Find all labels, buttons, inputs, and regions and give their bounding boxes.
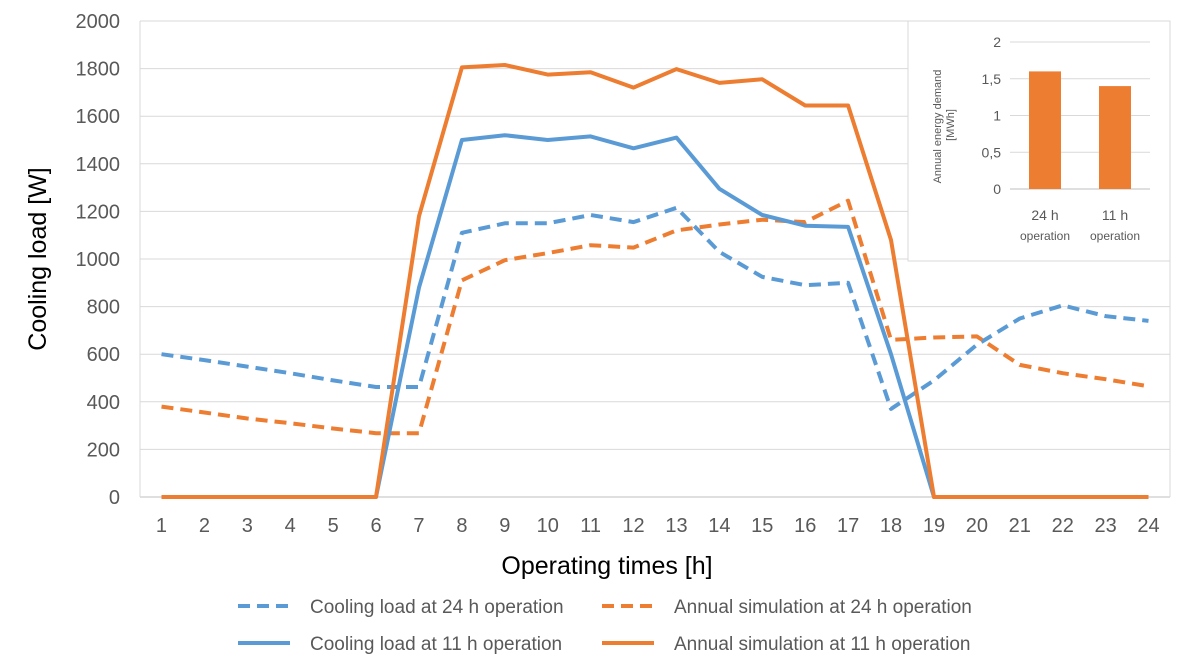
x-tick-label: 5 (328, 515, 339, 537)
y-tick-label: 1400 (76, 154, 121, 176)
y-tick-label: 0 (109, 487, 120, 509)
x-tick-label: 7 (413, 515, 424, 537)
inset-x-tick-label: 24 h (1031, 207, 1058, 223)
x-tick-label: 20 (966, 515, 988, 537)
inset-x-tick-label: 11 h (1102, 207, 1128, 223)
legend-label-1: Cooling load at 24 h operation (310, 597, 564, 618)
x-tick-label: 18 (880, 515, 902, 537)
main-series-lines (161, 63, 1149, 499)
x-tick-label: 14 (708, 515, 730, 537)
y-tick-label: 2000 (76, 11, 121, 33)
legend: Cooling load at 24 h operation Annual sim… (238, 597, 972, 655)
x-tick-label: 8 (456, 515, 467, 537)
y-tick-label: 800 (87, 297, 120, 319)
inset-bar-chart: 0 0,5 1 1,5 2 24 h operation 11 h operation Ann… (907, 20, 1171, 262)
series-line-1 (161, 205, 1149, 411)
inset-y-tick-label: 1 (993, 108, 1001, 124)
x-tick-label: 11 (580, 515, 601, 537)
inset-y-tick-label: 1,5 (982, 71, 1002, 87)
y-tick-label: 1800 (76, 59, 121, 81)
x-tick-label: 21 (1009, 515, 1031, 537)
inset-y-tick-label: 2 (993, 34, 1001, 50)
x-tick-label: 22 (1052, 515, 1074, 537)
x-tick-label: 23 (1095, 515, 1117, 537)
x-tick-label: 17 (837, 515, 859, 537)
y-tick-label: 400 (87, 392, 120, 414)
series-line-4 (161, 63, 1149, 499)
y-tick-label: 1000 (76, 249, 121, 271)
legend-label-4: Annual simulation at 11 h operation (674, 634, 970, 655)
inset-x-tick-label: operation (1090, 229, 1140, 243)
y-tick-label: 1200 (76, 201, 121, 223)
x-tick-label: 16 (794, 515, 816, 537)
x-tick-label: 9 (499, 515, 510, 537)
legend-label-3: Cooling load at 11 h operation (310, 634, 562, 655)
y-tick-label: 600 (87, 344, 120, 366)
inset-bar-1 (1029, 71, 1061, 189)
x-tick-label: 19 (923, 515, 945, 537)
inset-x-tick-labels: 24 h operation 11 h operation (1020, 207, 1140, 243)
inset-bars (1029, 71, 1131, 189)
inset-y-tick-label: 0,5 (982, 144, 1002, 160)
inset-y-tick-labels: 0 0,5 1 1,5 2 (982, 34, 1002, 197)
inset-y-tick-label: 0 (993, 181, 1001, 197)
x-tick-label: 4 (285, 515, 296, 537)
main-x-tick-labels: 1 2 3 4 5 6 7 8 9 10 11 12 13 14 15 16 17 18 19 20 21 22 23 24 (156, 515, 1160, 537)
y-axis-title: Cooling load [W] (24, 167, 52, 350)
y-tick-label: 1600 (76, 106, 121, 128)
x-tick-label: 13 (665, 515, 687, 537)
inset-bar-2 (1099, 86, 1131, 189)
x-axis-title: Operating times [h] (501, 552, 712, 580)
main-y-tick-labels: 0 200 400 600 800 1000 1200 1400 1600 1800 2000 (76, 11, 121, 509)
x-tick-label: 12 (622, 515, 644, 537)
x-tick-label: 24 (1137, 515, 1159, 537)
x-tick-label: 2 (199, 515, 210, 537)
inset-y-axis-title: Annual energy demand [MWh] (932, 67, 957, 184)
inset-x-tick-label: operation (1020, 229, 1070, 243)
y-tick-label: 200 (87, 439, 120, 461)
x-tick-label: 3 (242, 515, 253, 537)
legend-label-2: Annual simulation at 24 h operation (674, 597, 972, 618)
x-tick-label: 6 (370, 515, 381, 537)
series-line-2 (161, 198, 1149, 436)
x-tick-label: 15 (751, 515, 773, 537)
x-tick-label: 1 (156, 515, 167, 537)
x-tick-label: 10 (537, 515, 559, 537)
